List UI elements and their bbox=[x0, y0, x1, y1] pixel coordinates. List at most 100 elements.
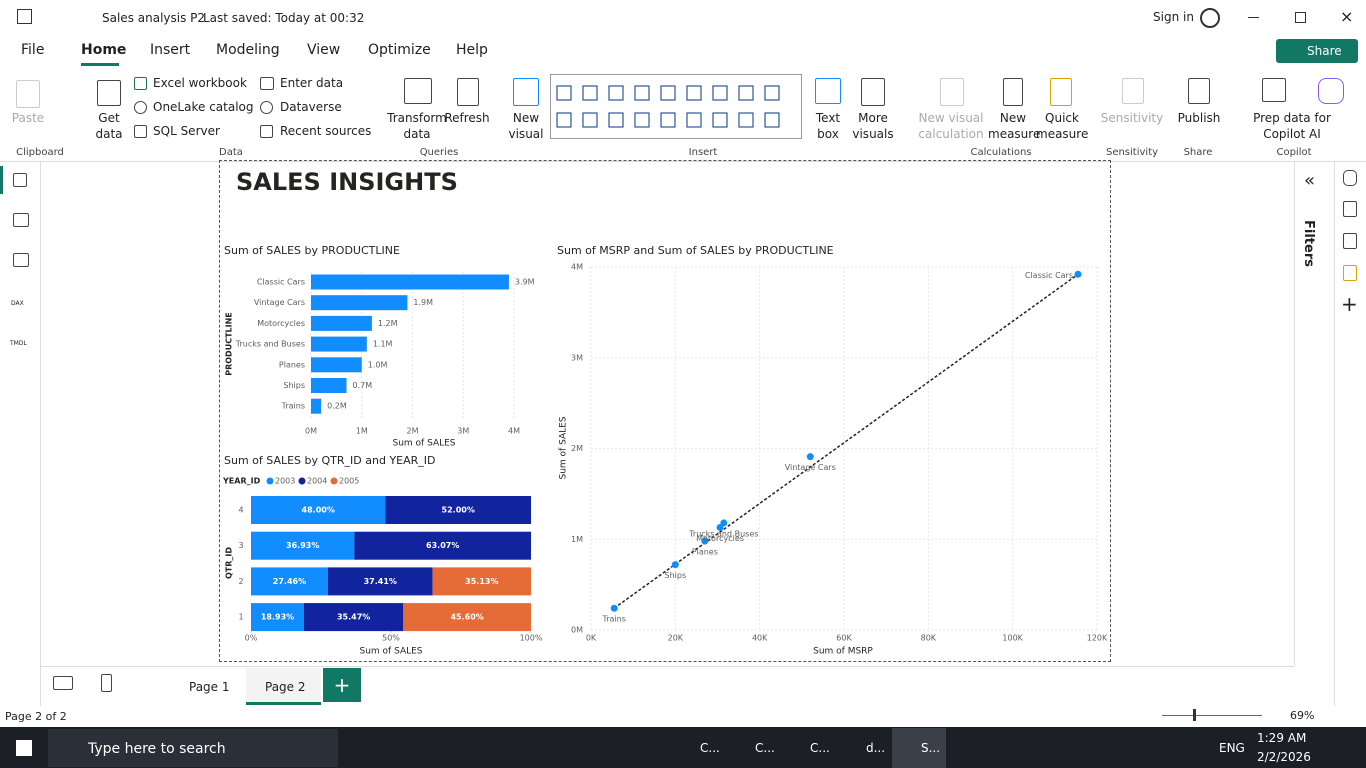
taskbar-app[interactable]: d... bbox=[866, 741, 886, 755]
ribbon-button[interactable]: Quick measure bbox=[1036, 111, 1089, 141]
search-placeholder[interactable]: Type here to search bbox=[88, 741, 226, 757]
start-button[interactable] bbox=[16, 740, 32, 756]
ribbon-button[interactable]: Paste bbox=[11, 111, 45, 125]
x-tick-label: 3M bbox=[457, 427, 469, 436]
ribbon-button[interactable]: Refresh bbox=[444, 111, 490, 125]
legend-label: 2004 bbox=[307, 477, 327, 486]
ribbon-button[interactable]: Excel workbook bbox=[153, 76, 247, 90]
menu-tab[interactable]: Optimize bbox=[368, 42, 431, 58]
active-page-tab[interactable] bbox=[246, 668, 321, 705]
ribbon-button[interactable]: Sensitivity bbox=[1100, 111, 1164, 125]
menu-tab[interactable]: Help bbox=[456, 42, 488, 58]
ribbon-button[interactable]: Recent sources bbox=[280, 124, 372, 138]
ribbon-button[interactable]: Get data bbox=[95, 111, 123, 141]
more-visuals-icon bbox=[861, 78, 885, 106]
format-pane[interactable] bbox=[1343, 233, 1357, 249]
zoom-thumb[interactable] bbox=[1193, 709, 1196, 721]
gallery-icon bbox=[556, 85, 572, 101]
chart-title: Sum of SALES by QTR_ID and YEAR_ID bbox=[224, 454, 436, 467]
x-tick-label: 4M bbox=[508, 427, 520, 436]
clock-date[interactable]: 2/2/2026 bbox=[1257, 750, 1311, 764]
menu-tab[interactable]: Home bbox=[81, 42, 127, 58]
taskbar-app[interactable]: S... bbox=[921, 741, 941, 755]
gallery-icon bbox=[660, 85, 676, 101]
point-label: Trucks and Buses bbox=[688, 529, 758, 538]
model-view[interactable] bbox=[13, 253, 29, 267]
menu-tab[interactable]: File bbox=[21, 42, 45, 58]
account-icon[interactable] bbox=[1200, 8, 1220, 28]
calc-pane[interactable] bbox=[1343, 265, 1357, 281]
collapse-filters[interactable]: « bbox=[1304, 170, 1316, 191]
ribbon-button[interactable]: OneLake catalog bbox=[153, 100, 254, 114]
ribbon-button[interactable]: Publish bbox=[1177, 111, 1221, 125]
data-label: 35.13% bbox=[465, 577, 498, 586]
page-tab[interactable]: Page 2 bbox=[265, 680, 306, 694]
add-pane[interactable]: + bbox=[1341, 292, 1358, 316]
table-view[interactable] bbox=[13, 213, 29, 227]
search-box[interactable] bbox=[48, 729, 338, 767]
close[interactable]: × bbox=[1340, 7, 1354, 26]
ribbon-button[interactable]: Enter data bbox=[280, 76, 344, 90]
taskbar-app[interactable]: C... bbox=[700, 741, 720, 755]
menu-tab[interactable]: View bbox=[307, 42, 341, 58]
ribbon-button[interactable]: Transform data bbox=[387, 111, 447, 141]
share-label[interactable]: Share bbox=[1307, 44, 1342, 58]
zoom-slider[interactable] bbox=[1162, 715, 1262, 716]
zoom-level: 69% bbox=[1290, 709, 1315, 722]
dax-view[interactable]: DAX bbox=[11, 300, 24, 307]
x-tick-label: 2M bbox=[407, 427, 419, 436]
language[interactable]: ENG bbox=[1219, 741, 1245, 755]
add-page[interactable]: + bbox=[323, 668, 361, 702]
taskbar-app[interactable]: C... bbox=[810, 741, 830, 755]
visual-gallery[interactable] bbox=[550, 74, 802, 139]
ribbon-button[interactable]: New visual bbox=[508, 111, 544, 141]
clock-time[interactable]: 1:29 AM bbox=[1257, 731, 1307, 745]
x-tick-label: 100% bbox=[520, 634, 543, 643]
report-view[interactable] bbox=[13, 173, 27, 187]
share-button[interactable] bbox=[1276, 39, 1358, 63]
menu-tab[interactable]: Insert bbox=[150, 42, 191, 58]
ribbon-button[interactable]: Text box bbox=[815, 111, 841, 141]
bar-segment bbox=[432, 567, 531, 596]
point-label: Ships bbox=[665, 571, 687, 580]
bar bbox=[311, 378, 347, 393]
mobile-layout[interactable] bbox=[101, 674, 112, 692]
data-label: 36.93% bbox=[286, 541, 319, 550]
x-tick-label: 1M bbox=[356, 427, 368, 436]
point bbox=[701, 537, 709, 545]
point bbox=[671, 561, 679, 569]
sign-in[interactable]: Sign in bbox=[1153, 10, 1194, 24]
ribbon-button[interactable]: Dataverse bbox=[280, 100, 342, 114]
ribbon-button[interactable]: Prep data for Copilot AI bbox=[1253, 111, 1331, 141]
ribbon-button[interactable]: SQL Server bbox=[153, 124, 220, 138]
tmdl-view[interactable]: TMDL bbox=[10, 340, 27, 347]
ribbon-button[interactable]: New visual calculation bbox=[918, 111, 984, 141]
data-pane[interactable] bbox=[1343, 170, 1357, 186]
bar-segment bbox=[304, 603, 404, 632]
y-tick-label: 1M bbox=[571, 535, 583, 544]
x-tick-label: 40K bbox=[752, 634, 768, 643]
bar bbox=[311, 315, 372, 331]
ribbon-button[interactable]: New measure bbox=[988, 111, 1041, 141]
chart-title: Sum of MSRP and Sum of SALES by PRODUCTL… bbox=[557, 244, 834, 257]
ribbon-button[interactable]: More visuals bbox=[852, 111, 894, 141]
menu-tab[interactable]: Modeling bbox=[216, 42, 280, 58]
visualizations-pane[interactable] bbox=[1343, 201, 1357, 217]
point-label: Motorcycles bbox=[696, 534, 744, 543]
page-tab[interactable]: Page 1 bbox=[189, 680, 230, 694]
y-tick-label: 2M bbox=[571, 444, 583, 453]
y-tick-label: Planes bbox=[279, 360, 305, 369]
refresh-icon bbox=[457, 78, 479, 106]
taskbar-app[interactable]: C... bbox=[755, 741, 775, 755]
point-label: Classic Cars bbox=[1025, 271, 1073, 280]
minimize[interactable] bbox=[1248, 17, 1259, 18]
y-tick-label: 0M bbox=[571, 626, 583, 635]
maximize[interactable] bbox=[1295, 12, 1306, 23]
bar-segment bbox=[385, 496, 531, 524]
legend-swatch bbox=[298, 477, 306, 485]
desktop-layout[interactable] bbox=[53, 676, 73, 690]
save-icon[interactable] bbox=[17, 9, 32, 24]
gallery-icon bbox=[556, 112, 572, 128]
active-app[interactable] bbox=[892, 728, 946, 768]
file-name: Sales analysis P2 bbox=[102, 11, 206, 25]
